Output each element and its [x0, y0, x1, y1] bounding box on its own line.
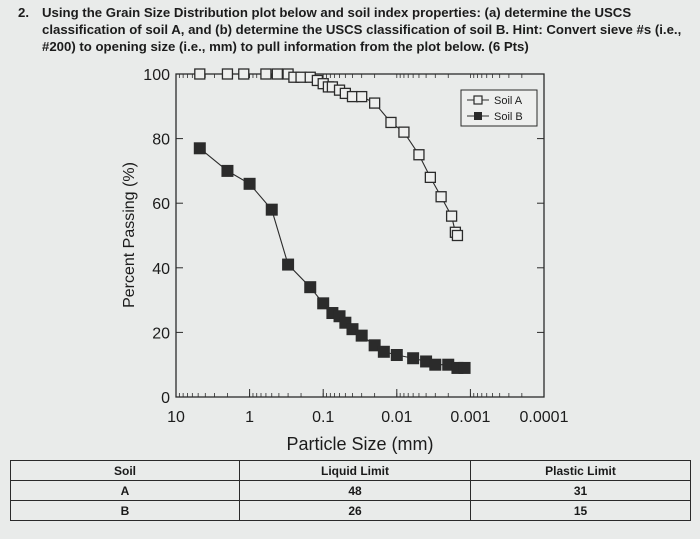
data-point-soil-b	[377, 345, 390, 358]
data-point-soil-b	[346, 323, 359, 336]
cell-soil: B	[10, 500, 240, 521]
grain-size-chart: 0 20 40 60 80 100 10 1 0.1 0.01 0.001 0.0001 Parti…	[121, 67, 569, 454]
x-tick-label: 0.001	[450, 409, 490, 426]
data-point-soil-a	[194, 68, 206, 80]
data-point-soil-a	[356, 90, 368, 103]
x-tick-label: 0.01	[381, 409, 412, 426]
header-soil: Soil	[10, 460, 240, 481]
cell-liquid-limit: 48	[239, 480, 471, 501]
x-tick-label: 1	[245, 409, 254, 426]
data-point-soil-b	[317, 297, 330, 310]
x-tick-label: 0.0001	[520, 409, 569, 426]
x-axis-ticks: 10 1 0.1 0.01 0.001 0.0001	[167, 389, 569, 426]
cell-liquid-limit: 26	[239, 500, 471, 521]
header-plastic-limit: Plastic Limit	[470, 460, 691, 481]
data-point-soil-a	[368, 97, 381, 109]
x-axis-label: Particle Size (mm)	[286, 434, 433, 454]
data-point-soil-a	[385, 116, 397, 129]
header-liquid-limit: Liquid Limit	[239, 460, 471, 481]
y-tick-label: 60	[152, 196, 170, 213]
data-point-soil-b	[368, 339, 381, 352]
data-point-soil-b	[458, 361, 471, 374]
data-series	[193, 68, 471, 374]
data-point-soil-b	[407, 352, 420, 365]
data-point-soil-b	[442, 358, 455, 371]
y-tick-label: 20	[152, 325, 170, 342]
table-row: B 26 15	[10, 500, 691, 521]
data-point-soil-b	[304, 281, 317, 294]
question-text: Using the Grain Size Distribution plot b…	[42, 5, 682, 54]
data-point-soil-b	[355, 329, 368, 342]
soil-properties-table: Soil Liquid Limit Plastic Limit A 48 31 …	[10, 460, 691, 521]
cell-soil: A	[10, 480, 240, 501]
data-point-soil-a	[435, 191, 447, 203]
cell-plastic-limit: 31	[470, 480, 691, 501]
y-axis-label: Percent Passing (%)	[121, 162, 138, 308]
cell-plastic-limit: 15	[470, 500, 691, 521]
data-point-soil-a	[295, 71, 307, 83]
y-axis-ticks: 0 20 40 60 80 100	[143, 67, 544, 407]
y-tick-label: 100	[143, 67, 170, 84]
data-point-soil-b	[429, 358, 442, 371]
table-row: A 48 31	[10, 480, 691, 501]
data-point-soil-b	[193, 142, 206, 155]
data-point-soil-a	[451, 229, 464, 242]
question-number: 2.	[18, 5, 29, 20]
data-point-soil-b	[390, 349, 403, 362]
data-point-soil-b	[221, 164, 234, 177]
data-point-soil-a	[424, 171, 437, 184]
table-header-row: Soil Liquid Limit Plastic Limit	[10, 460, 691, 481]
legend-label-soil-a: Soil A	[494, 95, 523, 107]
legend-marker-soil-a	[473, 95, 483, 105]
y-tick-label: 40	[152, 261, 170, 278]
data-point-soil-a	[238, 68, 250, 80]
y-tick-label: 0	[161, 390, 170, 407]
data-point-soil-b	[243, 177, 256, 190]
data-point-soil-a	[413, 149, 425, 161]
data-point-soil-b	[265, 203, 278, 216]
data-point-soil-a	[346, 90, 359, 103]
legend: Soil A Soil B	[460, 89, 538, 127]
data-point-soil-a	[445, 210, 458, 222]
x-tick-label: 0.1	[312, 409, 334, 426]
y-tick-label: 80	[152, 132, 170, 149]
data-point-soil-b	[282, 258, 295, 271]
x-tick-label: 10	[167, 409, 185, 426]
data-point-soil-a	[260, 68, 272, 80]
data-point-soil-a	[221, 68, 234, 80]
legend-marker-soil-b	[474, 112, 482, 120]
plot-frame	[175, 73, 545, 398]
data-point-soil-a	[398, 126, 410, 138]
data-point-soil-b	[420, 355, 433, 368]
data-point-soil-a	[271, 68, 283, 80]
legend-label-soil-b: Soil B	[494, 111, 523, 123]
